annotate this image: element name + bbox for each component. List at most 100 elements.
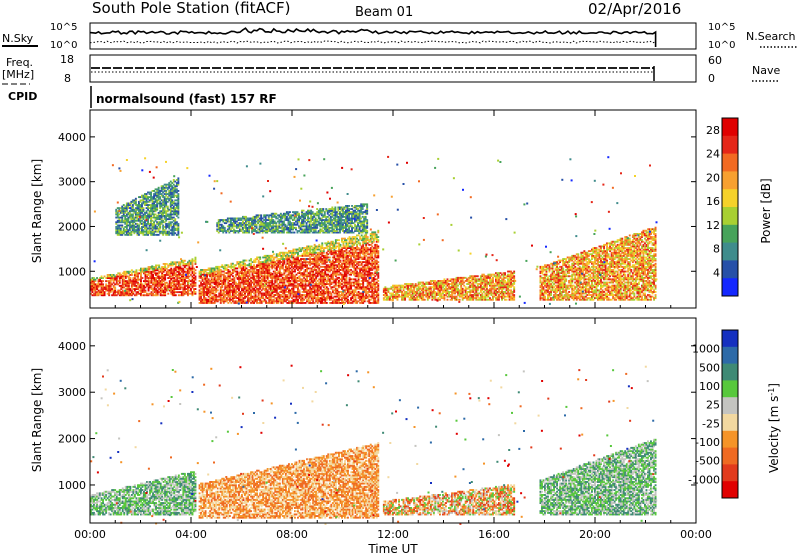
echo-cell — [210, 289, 213, 292]
echo-cell — [177, 177, 180, 180]
echo-cell — [351, 259, 354, 262]
echo-cell — [336, 264, 339, 267]
echo-cell — [218, 272, 221, 275]
echo-cell — [348, 265, 351, 268]
echo-cell — [210, 270, 213, 273]
echo-cell — [348, 294, 351, 296]
echo-cell — [179, 274, 182, 276]
echo-cell — [324, 270, 327, 273]
echo-cell — [247, 281, 250, 284]
echo-cell — [283, 283, 286, 285]
echo-cell — [133, 283, 136, 286]
echo-cell — [236, 267, 239, 270]
echo-cell — [155, 294, 158, 297]
echo-cell — [135, 291, 138, 294]
echo-cell — [164, 264, 167, 267]
echo-cell — [278, 269, 281, 271]
echo-cell — [347, 265, 349, 268]
echo-cell — [328, 298, 331, 301]
echo-cell — [227, 276, 230, 279]
echo-cell — [247, 275, 250, 278]
echo-cell — [316, 259, 319, 262]
echo-cell — [303, 261, 306, 264]
echo-cell — [312, 259, 315, 262]
echo-cell — [123, 272, 126, 275]
echo-cell — [254, 278, 257, 281]
echo-cell — [162, 277, 165, 279]
echo-cell — [242, 261, 245, 264]
echo-cell — [357, 258, 360, 260]
echo-cell — [239, 284, 242, 287]
echo-cell — [200, 292, 203, 295]
echo-cell — [254, 280, 257, 282]
echo-cell — [362, 247, 365, 249]
echo-cell — [94, 278, 97, 281]
echo-cell — [365, 251, 368, 254]
echo-cell — [91, 291, 94, 294]
echo-cell — [274, 281, 277, 284]
echo-cell — [269, 280, 272, 282]
echo-cell — [345, 272, 348, 275]
echo-cell — [315, 248, 318, 251]
echo-cell — [216, 269, 219, 271]
echo-cell — [259, 265, 262, 268]
echo-cell — [123, 292, 126, 295]
echo-cell — [238, 297, 240, 300]
echo-cell — [272, 258, 275, 260]
echo-cell — [144, 291, 147, 294]
echo-cell — [292, 283, 295, 285]
echo-cell — [239, 267, 242, 270]
echo-cell — [165, 219, 168, 222]
echo-cell — [266, 278, 269, 281]
echo-cell — [257, 297, 260, 300]
echo-cell — [312, 248, 315, 251]
echo-cell — [213, 295, 216, 298]
echo-cell — [312, 273, 315, 276]
echo-cell — [362, 242, 365, 245]
echo-cell — [238, 273, 240, 276]
echo-cell — [356, 284, 359, 287]
echo-cell — [359, 242, 362, 245]
echo-cell — [333, 250, 336, 253]
echo-cell — [183, 289, 186, 292]
echo-cell — [284, 297, 287, 300]
echo-cell — [310, 269, 313, 271]
echo-cell — [161, 274, 164, 276]
echo-cell — [331, 250, 334, 253]
echo-cell — [173, 291, 176, 294]
echo-cell — [133, 218, 136, 221]
echo-cell — [265, 283, 268, 285]
echo-cell — [174, 284, 177, 287]
echo-cell — [209, 280, 212, 282]
echo-cell — [153, 278, 156, 281]
echo-cell — [147, 274, 150, 276]
echo-cell — [271, 286, 274, 289]
echo-cell — [304, 264, 307, 267]
echo-cell — [325, 291, 328, 293]
echo-cell — [257, 265, 260, 268]
echo-cell — [230, 295, 233, 298]
echo-cell — [171, 292, 174, 295]
echo-cell — [144, 270, 147, 273]
echo-cell — [278, 287, 281, 290]
echo-cell — [280, 289, 283, 292]
echo-cell — [221, 298, 224, 301]
echo-cell — [356, 240, 359, 243]
echo-cell — [152, 267, 155, 270]
echo-cell — [163, 188, 166, 191]
echo-cell — [333, 278, 336, 281]
echo-cell — [155, 291, 158, 294]
echo-cell — [354, 272, 357, 275]
echo-cell — [170, 263, 173, 265]
echo-cell — [247, 291, 250, 293]
echo-cell — [159, 286, 162, 289]
echo-cell — [336, 273, 339, 276]
echo-cell — [338, 286, 340, 289]
echo-cell — [190, 288, 192, 290]
echo-cell — [371, 237, 374, 240]
echo-cell — [295, 261, 298, 264]
echo-cell — [331, 259, 334, 262]
echo-cell — [187, 267, 189, 270]
echo-cell — [369, 283, 372, 285]
echo-cell — [242, 280, 245, 282]
